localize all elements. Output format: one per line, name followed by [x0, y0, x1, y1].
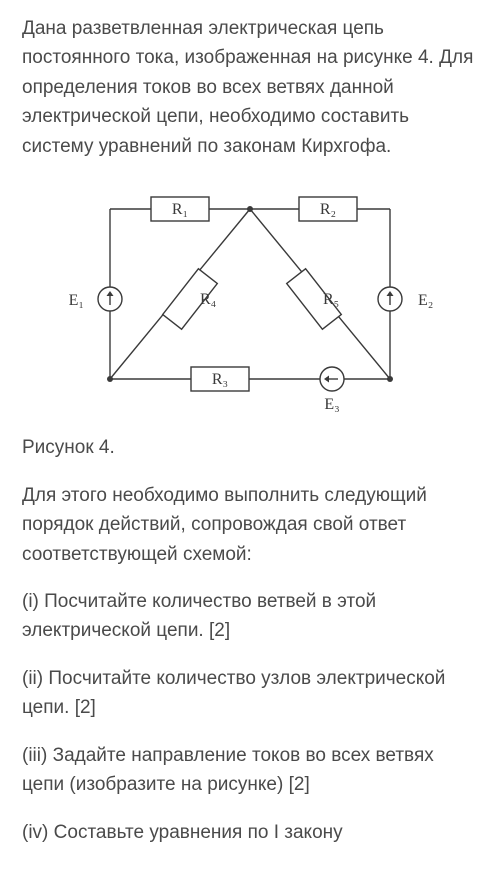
- figure-caption: Рисунок 4.: [22, 433, 478, 462]
- question-iv-cut: (iv) Составьте уравнения по I закону: [22, 818, 478, 847]
- question-ii: (ii) Посчитайте количество узлов электри…: [22, 664, 478, 723]
- svg-text:R₅: R₅: [323, 291, 339, 308]
- question-iii: (iii) Задайте направление токов во всех …: [22, 741, 478, 800]
- intro-paragraph: Дана разветвленная электрическая цепь по…: [22, 14, 478, 161]
- svg-text:R₃: R₃: [212, 371, 228, 388]
- svg-text:E₂: E₂: [418, 292, 433, 309]
- question-i: (i) Посчитайте количество ветвей в этой …: [22, 587, 478, 646]
- para-instructions: Для этого необходимо выполнить следующий…: [22, 481, 478, 569]
- svg-text:E₁: E₁: [69, 292, 84, 309]
- circuit-diagram: R₁ R₂ E₁ E₂ R₃ E₃ R₄ R₅: [22, 179, 478, 419]
- svg-text:R₄: R₄: [200, 291, 217, 308]
- svg-text:E₃: E₃: [324, 396, 339, 413]
- svg-text:R₁: R₁: [172, 201, 188, 218]
- svg-text:R₂: R₂: [320, 201, 336, 218]
